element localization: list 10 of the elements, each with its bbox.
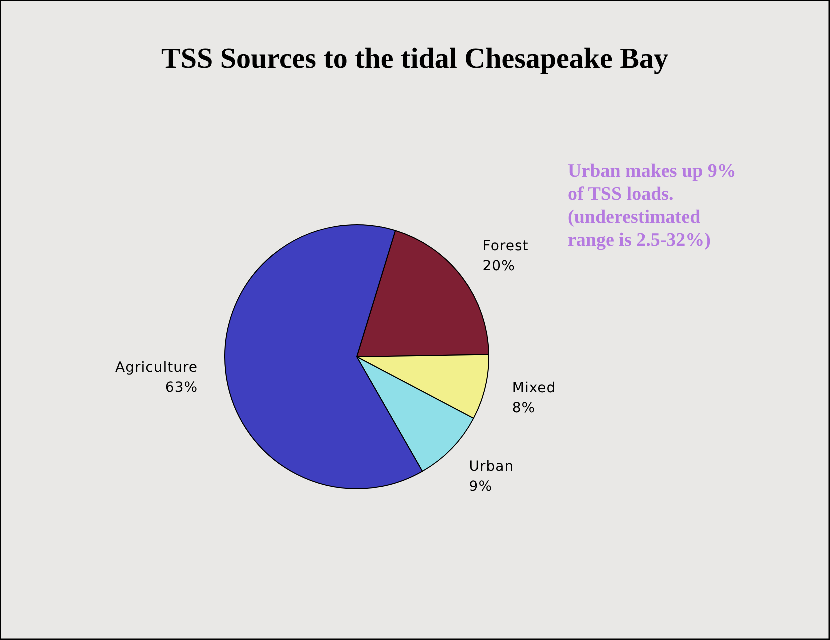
slice-label: Agriculture	[116, 360, 198, 376]
slice-label: Forest	[482, 238, 529, 255]
text: Urban makes up 9% of TSS loads. (underestimated range is 2.5-32%)	[568, 161, 736, 251]
data-label: 20%	[482, 258, 516, 275]
chart-title: TSS Sources to the tidal Chesapeake Bay	[161, 43, 670, 75]
slice-label: Mixed	[512, 380, 556, 396]
data-label: 9%	[469, 479, 493, 496]
data-label: 8%	[512, 400, 536, 416]
data-label: 63%	[165, 380, 198, 396]
slice-label: Urban	[469, 459, 514, 476]
